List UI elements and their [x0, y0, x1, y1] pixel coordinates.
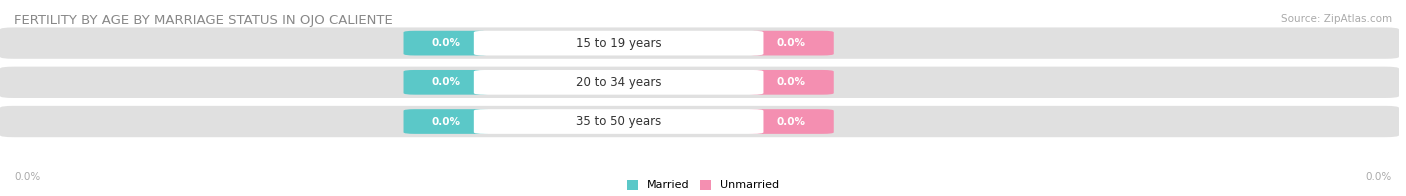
- Text: 0.0%: 0.0%: [776, 38, 806, 48]
- Text: Source: ZipAtlas.com: Source: ZipAtlas.com: [1281, 14, 1392, 24]
- Text: 0.0%: 0.0%: [776, 77, 806, 87]
- Text: FERTILITY BY AGE BY MARRIAGE STATUS IN OJO CALIENTE: FERTILITY BY AGE BY MARRIAGE STATUS IN O…: [14, 14, 392, 27]
- Text: 20 to 34 years: 20 to 34 years: [576, 76, 661, 89]
- Text: 35 to 50 years: 35 to 50 years: [576, 115, 661, 128]
- Legend: Married, Unmarried: Married, Unmarried: [627, 180, 779, 191]
- Text: 0.0%: 0.0%: [432, 38, 461, 48]
- Text: 0.0%: 0.0%: [432, 77, 461, 87]
- Text: 0.0%: 0.0%: [776, 116, 806, 127]
- Text: 0.0%: 0.0%: [432, 116, 461, 127]
- Text: 15 to 19 years: 15 to 19 years: [576, 37, 661, 50]
- Text: 0.0%: 0.0%: [1365, 172, 1392, 182]
- Text: 0.0%: 0.0%: [14, 172, 41, 182]
